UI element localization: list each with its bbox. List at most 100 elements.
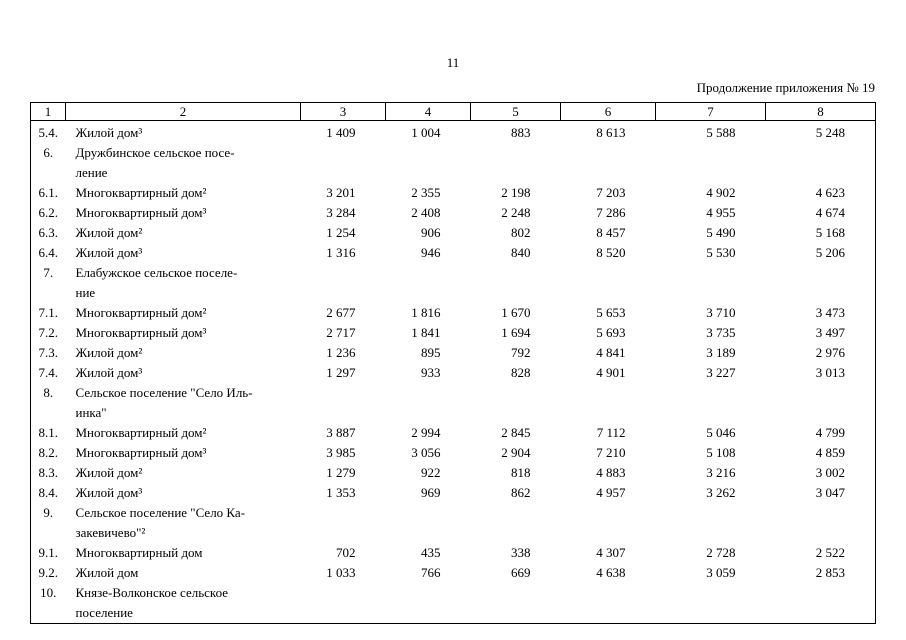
value-cell: 3 497: [815, 325, 845, 340]
value-cell: 2 976: [815, 345, 845, 360]
value-cell: 828: [511, 365, 531, 380]
row-name: Многоквартирный дом²: [75, 305, 207, 320]
value-cell: 1 841: [411, 325, 441, 340]
row-number: 7.: [43, 265, 54, 280]
column-header-6: 6: [560, 102, 656, 121]
value-cell: 840: [511, 245, 531, 260]
row-name: Жилой дом²: [75, 225, 143, 240]
row-number: 10.: [40, 585, 57, 600]
value-cell: 3 985: [326, 445, 356, 460]
row-number: 8.2.: [38, 445, 59, 460]
value-cell: 2 904: [501, 445, 531, 460]
value-cell: 7 210: [596, 445, 626, 460]
row-name: Многоквартирный дом²: [75, 425, 207, 440]
value-cell: 933: [421, 365, 441, 380]
value-cell: 3 262: [706, 485, 736, 500]
value-cell: 4 674: [815, 205, 845, 220]
table-row: 7.1. Многоквартирный дом² 2 677 1 816 1 670 5…: [31, 303, 876, 323]
row-name: Многоквартирный дом³: [75, 445, 207, 460]
value-cell: 3 227: [706, 365, 736, 380]
row-name: Многоквартирный дом: [75, 545, 203, 560]
value-cell: 1 033: [326, 565, 356, 580]
column-header-5: 5: [470, 102, 561, 121]
value-cell: 1 254: [326, 225, 356, 240]
row-number: 6.2.: [38, 205, 59, 220]
value-cell: 7 112: [596, 425, 626, 440]
value-cell: 4 902: [706, 185, 736, 200]
value-cell: 922: [421, 465, 441, 480]
row-number: 8.3.: [38, 465, 59, 480]
table-row: 8. Сельское поселение "Село Иль- инка": [31, 383, 876, 423]
value-cell: 5 168: [815, 225, 845, 240]
column-header-3: 3: [300, 102, 386, 121]
value-cell: 4 859: [815, 445, 845, 460]
table-row: 9.2. Жилой дом 1 033 766 669 4 638 3 059 2 853: [31, 563, 876, 583]
row-name: Жилой дом: [75, 565, 139, 580]
table-row: 9. Сельское поселение "Село Ка- закевичев…: [31, 503, 876, 543]
value-cell: 5 653: [596, 305, 626, 320]
row-number: 6.4.: [38, 245, 59, 260]
row-number: 7.2.: [38, 325, 59, 340]
value-cell: 4 623: [815, 185, 845, 200]
value-cell: 2 198: [501, 185, 531, 200]
value-cell: 766: [421, 565, 441, 580]
value-cell: 3 013: [815, 365, 845, 380]
table-row: 8.1. Многоквартирный дом² 3 887 2 994 2 845 7…: [31, 423, 876, 443]
value-cell: 3 056: [411, 445, 441, 460]
row-name: Жилой дом³: [75, 485, 143, 500]
value-cell: 5 530: [706, 245, 736, 260]
value-cell: 8 457: [596, 225, 626, 240]
row-number: 6.1.: [38, 185, 59, 200]
value-cell: 7 203: [596, 185, 626, 200]
row-name: Сельское поселение "Село Иль- инка": [75, 385, 253, 420]
table-row: 9.1. Многоквартирный дом 702 435 338 4 307 2 7…: [31, 543, 876, 563]
table-row: 7. Елабужское сельское поселе- ние: [31, 263, 876, 303]
value-cell: 862: [511, 485, 531, 500]
value-cell: 2 845: [501, 425, 531, 440]
row-number: 7.4.: [38, 365, 59, 380]
value-cell: 5 490: [706, 225, 736, 240]
table-row: 5.4. Жилой дом³ 1 409 1 004 883 8 613 5 588 5 2…: [31, 121, 876, 144]
value-cell: 5 588: [706, 125, 736, 140]
row-name: Князе-Волконское сельское поселение: [75, 585, 229, 620]
value-cell: 7 286: [596, 205, 626, 220]
row-name: Жилой дом³: [75, 365, 143, 380]
value-cell: 3 189: [706, 345, 736, 360]
table-row: 6.1. Многоквартирный дом² 3 201 2 355 2 198 7…: [31, 183, 876, 203]
row-name: Многоквартирный дом³: [75, 205, 207, 220]
row-name: Жилой дом³: [75, 245, 143, 260]
value-cell: 5 108: [706, 445, 736, 460]
table-row: 10. Князе-Волконское сельское поселение: [31, 583, 876, 624]
column-header-7: 7: [655, 102, 766, 121]
row-number: 9.: [43, 505, 54, 520]
value-cell: 1 816: [411, 305, 441, 320]
value-cell: 702: [336, 545, 356, 560]
value-cell: 1 670: [501, 305, 531, 320]
value-cell: 3 710: [706, 305, 736, 320]
value-cell: 3 284: [326, 205, 356, 220]
value-cell: 8 613: [596, 125, 626, 140]
table-row: 8.3. Жилой дом² 1 279 922 818 4 883 3 216 3 002: [31, 463, 876, 483]
value-cell: 1 694: [501, 325, 531, 340]
value-cell: 4 638: [596, 565, 626, 580]
value-cell: 1 004: [411, 125, 441, 140]
value-cell: 4 307: [596, 545, 626, 560]
row-number: 6.3.: [38, 225, 59, 240]
value-cell: 2 408: [411, 205, 441, 220]
value-cell: 2 677: [326, 305, 356, 320]
page-number: 11: [446, 55, 460, 70]
table-row: 7.4. Жилой дом³ 1 297 933 828 4 901 3 227 3 013: [31, 363, 876, 383]
table-row: 8.2. Многоквартирный дом³ 3 985 3 056 2 904 7…: [31, 443, 876, 463]
value-cell: 946: [421, 245, 441, 260]
table-row: 7.2. Многоквартирный дом³ 2 717 1 841 1 694 5…: [31, 323, 876, 343]
value-cell: 5 046: [706, 425, 736, 440]
value-cell: 3 059: [706, 565, 736, 580]
row-number: 8.1.: [38, 425, 59, 440]
table-row: 7.3. Жилой дом² 1 236 895 792 4 841 3 189 2 976: [31, 343, 876, 363]
value-cell: 792: [511, 345, 531, 360]
row-name: Елабужское сельское поселе- ние: [75, 265, 238, 300]
table-row: 6. Дружбинское сельское посе- ление: [31, 143, 876, 183]
